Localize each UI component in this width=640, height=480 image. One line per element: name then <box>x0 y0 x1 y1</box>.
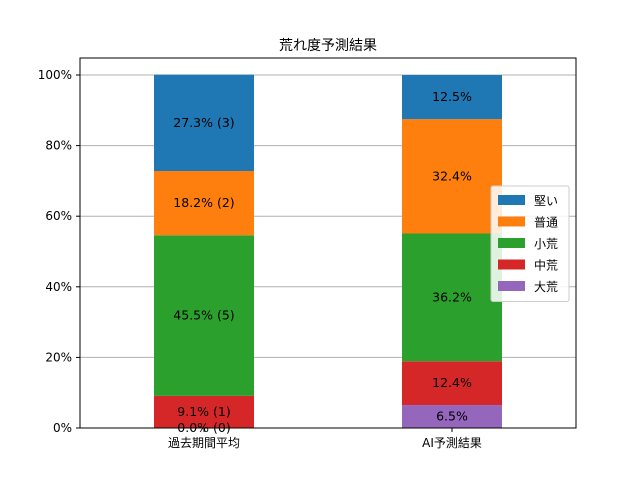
y-tick-label: 80% <box>45 139 72 153</box>
axes: 0% 20% 40% 60% 80% 100% 過去期間平均 AI予測結果 <box>38 68 482 450</box>
bar-segment <box>402 233 502 362</box>
legend-label: 小荒 <box>534 237 558 251</box>
bar-data-label: 9.1% (1) <box>177 404 230 419</box>
x-tick-label: 過去期間平均 <box>168 436 240 450</box>
bar-segment <box>154 171 254 236</box>
bar-segment <box>402 75 502 120</box>
bar-data-label: 6.5% <box>436 409 468 424</box>
y-tick-label: 100% <box>38 68 72 82</box>
legend-swatch <box>498 238 525 248</box>
bar-data-label: 18.2% (2) <box>173 195 234 210</box>
bar-segment <box>402 361 502 406</box>
legend-swatch <box>498 216 525 227</box>
data-labels: 0.0% (0)9.1% (1)45.5% (5)18.2% (2)27.3% … <box>173 89 472 435</box>
bar-data-label: 36.2% <box>432 289 472 304</box>
bar-segment <box>154 74 254 172</box>
bar-data-label: 12.5% <box>432 89 472 104</box>
bar-segment <box>402 405 502 428</box>
bar-data-label: 12.4% <box>432 375 472 390</box>
y-tick-label: 20% <box>45 350 72 364</box>
legend-label: 堅い <box>534 194 558 208</box>
bar-data-label: 32.4% <box>432 168 472 183</box>
bar-data-label: 27.3% (3) <box>173 115 234 130</box>
legend-label: 大荒 <box>534 280 558 294</box>
legend-swatch <box>498 259 525 270</box>
legend-swatch <box>498 281 525 291</box>
chart-title: 荒れ度予測結果 <box>279 38 377 54</box>
legend-box <box>490 185 570 302</box>
legend-label: 中荒 <box>534 258 558 273</box>
y-tick-label: 40% <box>45 280 72 294</box>
legend-label: 普通 <box>534 216 558 230</box>
plot-area-frame <box>79 57 577 429</box>
bar-segment <box>154 235 254 396</box>
bars <box>154 74 502 428</box>
y-tick-label: 0% <box>53 421 72 435</box>
bar-segment <box>402 119 502 234</box>
y-tick-label: 60% <box>45 209 72 223</box>
bar-segment <box>154 395 254 428</box>
x-tick-label: AI予測結果 <box>422 436 482 450</box>
legend-swatch <box>498 195 525 205</box>
bar-data-label: 45.5% (5) <box>173 308 234 323</box>
